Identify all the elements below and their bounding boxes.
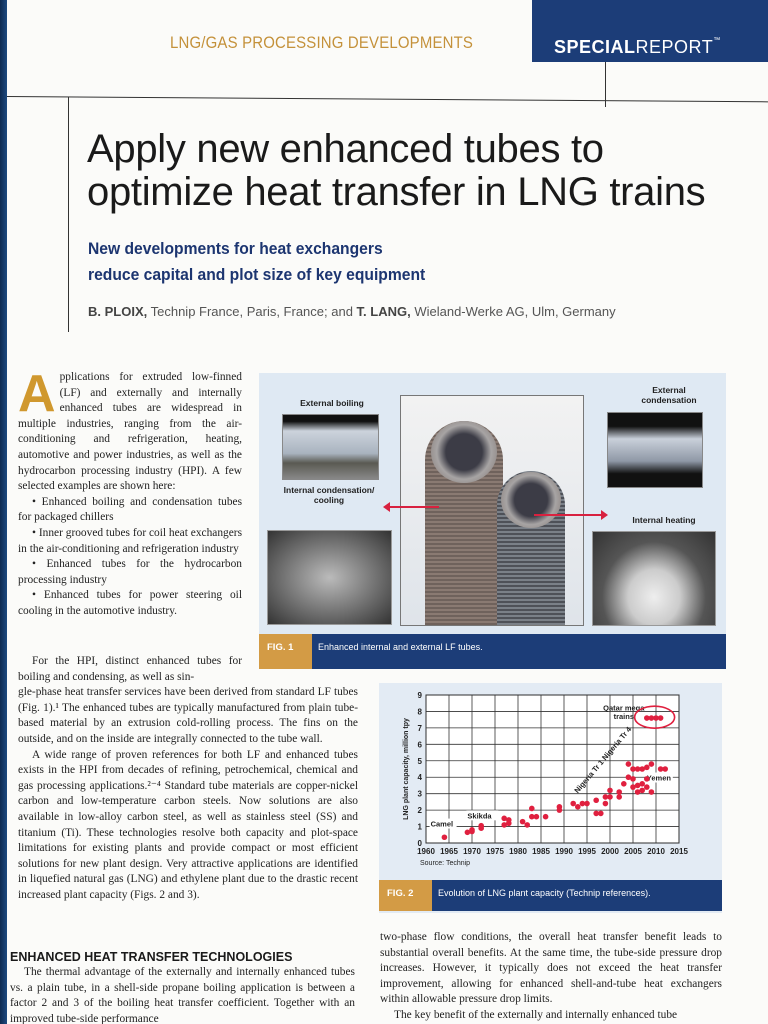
svg-text:Camel: Camel [431,820,454,829]
intro-paragraph: pplications for extruded low-finned (LF)… [18,371,242,493]
figure-1-caption-text: Enhanced internal and external LF tubes. [312,634,726,669]
intro-column: A pplications for extruded low-finned (L… [18,365,242,620]
bullet-item: • Enhanced tubes for the hydrocarbon pro… [18,558,242,586]
page-edge-binding [0,0,7,1024]
svg-text:4: 4 [418,773,423,782]
external-condensation-micrograph [607,412,703,488]
bullet-item: • Enhanced boiling and condensation tube… [18,495,242,524]
label-internal-condensation: Internal condensation/ cooling [283,485,375,505]
svg-text:2015: 2015 [670,847,688,856]
section-kicker: LNG/GAS PROCESSING DEVELOPMENTS [170,33,474,52]
svg-text:3: 3 [418,790,423,799]
right-column-text: two-phase flow conditions, the overall h… [380,930,722,1024]
report-label: REPORT [635,37,714,57]
bullet-item: • Enhanced tubes for power steering oil … [18,589,242,617]
figure-2-caption: FIG. 2 Evolution of LNG plant capacity (… [379,880,722,911]
svg-text:Qatar mega: Qatar mega [603,704,645,713]
label-external-boiling: External boiling [300,398,364,408]
internal-heating-photo [592,531,716,626]
range-paragraph: A wide range of proven references for bo… [18,748,358,901]
svg-text:7: 7 [418,724,423,733]
label-external-condensation: External condensation [641,385,697,405]
svg-text:1995: 1995 [578,847,596,856]
internal-condensation-photo [267,530,392,625]
byline: B. PLOIX, Technip France, Paris, France;… [88,304,616,319]
svg-text:0: 0 [418,839,423,848]
article-title: Apply new enhanced tubes to optimize hea… [87,127,706,214]
svg-text:Source: Technip: Source: Technip [420,860,470,867]
section-heading: ENHANCED HEAT TRANSFER TECHNOLOGIES [10,950,293,964]
figure-1: External boiling Internal condensation/ … [259,373,726,669]
article-deck: New developments for heat exchangers red… [88,239,426,284]
svg-text:1: 1 [418,823,423,832]
svg-text:Skikda: Skikda [467,811,492,820]
svg-text:trains: trains [614,712,634,721]
large-tube-bore [431,421,497,483]
figure-1-caption: FIG. 1 Enhanced internal and external LF… [259,634,726,669]
small-tube-bore [501,472,561,528]
svg-text:2005: 2005 [624,847,642,856]
two-phase-paragraph: two-phase flow conditions, the overall h… [380,931,722,1006]
svg-text:1985: 1985 [532,847,550,856]
hpi-paragraph-cont: gle-phase heat transfer services have be… [18,686,358,745]
body-wide-column: For the HPI, distinct enhanced tubes for… [18,654,358,904]
lng-capacity-scatter-chart: 1960 1965 1970 1975 1980 1985 1990 1995 2000 2005… [403,691,688,867]
hpi-paragraph-start: For the HPI, distinct enhanced tubes for… [18,655,242,683]
svg-text:2000: 2000 [601,847,619,856]
svg-text:1975: 1975 [486,847,504,856]
svg-text:9: 9 [418,691,423,700]
author-lang: T. LANG, [356,304,411,319]
bullet-item: • Inner grooved tubes for coil heat exch… [18,526,242,555]
svg-text:1990: 1990 [555,847,573,856]
header-rule [6,96,768,103]
figure-1-number: FIG. 1 [259,634,312,669]
svg-text:2010: 2010 [647,847,665,856]
label-internal-heating: Internal heating [632,515,696,525]
special-label: SPECIAL [554,37,636,57]
figure-2: 1960 1965 1970 1975 1980 1985 1990 1995 2000 2005… [379,683,722,913]
enhanced-tubes-photo [400,395,584,626]
drop-cap: A [18,365,56,423]
svg-text:1970: 1970 [463,847,481,856]
svg-text:1960: 1960 [417,847,435,856]
special-report-banner: SPECIALREPORT™ [532,0,768,62]
author-ploix: B. PLOIX, [88,304,148,319]
title-side-rule [68,97,69,332]
svg-text:8: 8 [418,707,423,716]
thermal-column: The thermal advantage of the externally … [10,965,355,1024]
svg-text:2: 2 [418,806,423,815]
header-divider-rule [605,62,606,107]
figure-2-caption-text: Evolution of LNG plant capacity (Technip… [432,880,722,911]
arrow-left-icon [383,502,439,512]
arrow-right-icon [534,510,608,520]
external-boiling-micrograph [282,414,379,480]
thermal-paragraph: The thermal advantage of the externally … [10,966,355,1024]
svg-text:1980: 1980 [509,847,527,856]
svg-text:6: 6 [418,740,423,749]
svg-text:1965: 1965 [440,847,458,856]
svg-text:Yemen: Yemen [647,774,672,783]
svg-text:5: 5 [418,757,423,766]
key-benefit-paragraph: The key benefit of the externally and in… [394,1008,678,1021]
svg-text:LNG plant capacity, million tp: LNG plant capacity, million tpy [403,718,410,820]
figure-2-number: FIG. 2 [379,880,432,911]
